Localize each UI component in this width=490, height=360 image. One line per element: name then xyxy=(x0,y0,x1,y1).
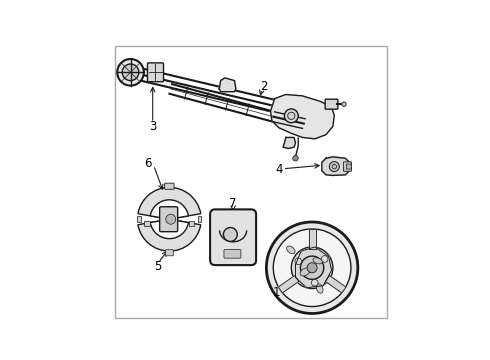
Circle shape xyxy=(307,263,317,273)
Bar xyxy=(189,221,195,226)
Polygon shape xyxy=(270,94,334,139)
Bar xyxy=(198,216,201,222)
FancyBboxPatch shape xyxy=(160,207,178,232)
Wedge shape xyxy=(138,187,201,219)
FancyBboxPatch shape xyxy=(343,162,351,171)
Polygon shape xyxy=(309,229,316,249)
Wedge shape xyxy=(138,219,201,251)
Bar xyxy=(138,216,141,222)
Circle shape xyxy=(300,256,324,279)
Polygon shape xyxy=(295,247,332,288)
Circle shape xyxy=(117,59,144,86)
FancyBboxPatch shape xyxy=(224,249,241,258)
Circle shape xyxy=(293,156,298,161)
Text: 4: 4 xyxy=(275,163,283,176)
Ellipse shape xyxy=(292,247,333,288)
Circle shape xyxy=(329,162,339,172)
FancyBboxPatch shape xyxy=(165,183,174,189)
FancyBboxPatch shape xyxy=(346,164,351,169)
Circle shape xyxy=(321,256,328,262)
Circle shape xyxy=(223,228,237,242)
Wedge shape xyxy=(150,219,189,239)
Bar xyxy=(145,221,150,226)
Circle shape xyxy=(295,258,302,265)
Text: 5: 5 xyxy=(154,260,162,273)
Text: 6: 6 xyxy=(144,157,152,170)
Text: 2: 2 xyxy=(260,80,268,93)
Ellipse shape xyxy=(313,258,322,264)
Circle shape xyxy=(267,222,358,314)
Text: 3: 3 xyxy=(149,120,156,133)
Circle shape xyxy=(312,279,318,286)
Circle shape xyxy=(166,214,176,224)
FancyBboxPatch shape xyxy=(210,210,256,265)
Polygon shape xyxy=(322,157,349,175)
Circle shape xyxy=(273,229,351,307)
Text: 7: 7 xyxy=(229,198,237,211)
Circle shape xyxy=(284,109,298,123)
Ellipse shape xyxy=(300,268,310,276)
Wedge shape xyxy=(150,200,189,219)
FancyBboxPatch shape xyxy=(325,99,338,109)
Text: 1: 1 xyxy=(272,286,280,299)
FancyBboxPatch shape xyxy=(166,250,173,256)
Polygon shape xyxy=(278,275,299,293)
FancyBboxPatch shape xyxy=(147,63,164,82)
Circle shape xyxy=(122,64,139,81)
Polygon shape xyxy=(219,78,236,92)
Ellipse shape xyxy=(287,246,295,254)
Polygon shape xyxy=(283,138,295,149)
Polygon shape xyxy=(325,275,346,293)
Ellipse shape xyxy=(317,284,323,293)
Circle shape xyxy=(342,102,346,107)
